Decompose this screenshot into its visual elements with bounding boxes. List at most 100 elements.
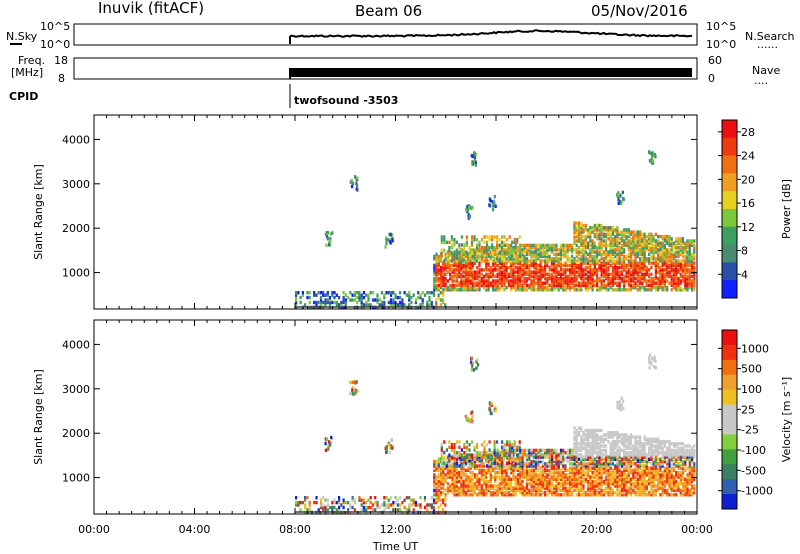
- range-gate-cell: [582, 490, 585, 495]
- range-gate-cell: [663, 254, 666, 259]
- range-gate-cell: [501, 493, 504, 497]
- range-gate-cell: [559, 475, 562, 479]
- range-gate-cell: [534, 246, 538, 250]
- range-gate-cell: [430, 303, 433, 307]
- range-gate-cell: [476, 493, 479, 497]
- range-gate-cell: [684, 257, 687, 261]
- range-gate-cell: [544, 277, 547, 281]
- range-gate-cell: [600, 265, 603, 270]
- range-gate-cell: [489, 265, 492, 270]
- range-gate-cell: [668, 459, 671, 464]
- range-gate-cell: [512, 270, 515, 274]
- range-gate-cell: [564, 473, 567, 477]
- range-gate-cell: [530, 477, 533, 481]
- range-gate-cell: [600, 243, 603, 248]
- range-gate-cell: [534, 277, 538, 281]
- range-gate-cell: [621, 196, 625, 201]
- range-gate-cell: [480, 459, 483, 464]
- range-gate-cell: [652, 254, 655, 259]
- range-gate-cell: [473, 459, 477, 464]
- range-gate-cell: [686, 285, 689, 290]
- range-gate-cell: [654, 246, 657, 250]
- range-gate-cell: [681, 493, 685, 497]
- range-gate-cell: [580, 428, 583, 433]
- range-gate-cell: [691, 490, 694, 495]
- range-gate-cell: [654, 270, 657, 274]
- range-gate-cell: [544, 285, 547, 290]
- range-gate-cell: [618, 448, 621, 453]
- range-gate-cell: [634, 475, 637, 479]
- range-gate-cell: [440, 490, 443, 495]
- range-gate-cell: [435, 257, 438, 261]
- range-gate-cell: [577, 453, 581, 457]
- range-gate-cell: [451, 288, 454, 292]
- range-gate-cell: [602, 257, 605, 261]
- range-gate-cell: [510, 288, 513, 292]
- range-gate-cell: [611, 444, 614, 448]
- range-gate-cell: [444, 285, 447, 290]
- range-gate-cell: [505, 268, 508, 272]
- range-gate-cell: [442, 468, 445, 473]
- range-gate-cell: [313, 500, 316, 505]
- range-gate-cell: [611, 433, 614, 437]
- range-gate-cell: [442, 466, 445, 470]
- range-gate-cell: [562, 475, 565, 479]
- range-gate-cell: [598, 223, 601, 228]
- range-gate-cell: [385, 236, 388, 240]
- range-gate-cell: [580, 270, 583, 274]
- range-gate-cell: [562, 459, 565, 464]
- range-gate-cell: [589, 254, 592, 259]
- range-gate-cell: [467, 261, 470, 265]
- range-gate-cell: [605, 250, 608, 254]
- range-gate-cell: [550, 470, 553, 475]
- range-gate-cell: [634, 259, 637, 263]
- range-gate-cell: [358, 298, 361, 302]
- range-gate-cell: [512, 490, 515, 495]
- range-gate-cell: [620, 263, 624, 268]
- range-gate-cell: [516, 246, 520, 250]
- range-gate-cell: [378, 298, 381, 302]
- range-gate-cell: [553, 259, 556, 263]
- range-gate-cell: [492, 459, 495, 464]
- range-gate-cell: [620, 230, 624, 234]
- range-gate-cell: [539, 250, 542, 254]
- range-gate-cell: [636, 488, 639, 493]
- range-gate-cell: [519, 259, 522, 263]
- range-gate-cell: [589, 250, 592, 254]
- range-gate-cell: [634, 468, 637, 473]
- range-gate-cell: [616, 272, 619, 276]
- range-gate-cell: [564, 488, 567, 493]
- range-gate-cell: [632, 232, 635, 236]
- range-gate-cell: [489, 468, 492, 473]
- range-gate-cell: [516, 462, 520, 466]
- range-gate-cell: [591, 451, 594, 455]
- range-gate-cell: [677, 270, 680, 274]
- range-gate-cell: [645, 248, 648, 252]
- range-gate-cell: [654, 473, 657, 477]
- range-gate-cell: [593, 270, 596, 274]
- range-gate-cell: [625, 468, 628, 473]
- range-gate-cell: [596, 442, 599, 446]
- range-gate-cell: [681, 268, 685, 272]
- range-gate-cell: [496, 493, 499, 497]
- range-gate-cell: [488, 235, 491, 239]
- range-gate-cell: [437, 459, 440, 464]
- range-gate-cell: [629, 288, 633, 292]
- range-gate-cell: [519, 285, 522, 290]
- range-gate-cell: [580, 468, 583, 473]
- range-gate-cell: [589, 466, 592, 470]
- range-gate-cell: [528, 246, 531, 250]
- range-gate-cell: [659, 243, 662, 248]
- range-gate-cell: [632, 230, 635, 234]
- range-gate-cell: [444, 466, 447, 470]
- range-gate-cell: [645, 241, 648, 245]
- range-gate-cell: [501, 263, 504, 268]
- range-gate-cell: [494, 484, 497, 488]
- range-gate-cell: [598, 459, 601, 464]
- range-gate-cell: [528, 490, 531, 495]
- range-gate-cell: [639, 239, 642, 243]
- range-gate-cell: [668, 455, 671, 459]
- range-gate-cell: [593, 241, 596, 245]
- range-gate-cell: [670, 261, 673, 265]
- range-gate-cell: [652, 479, 655, 484]
